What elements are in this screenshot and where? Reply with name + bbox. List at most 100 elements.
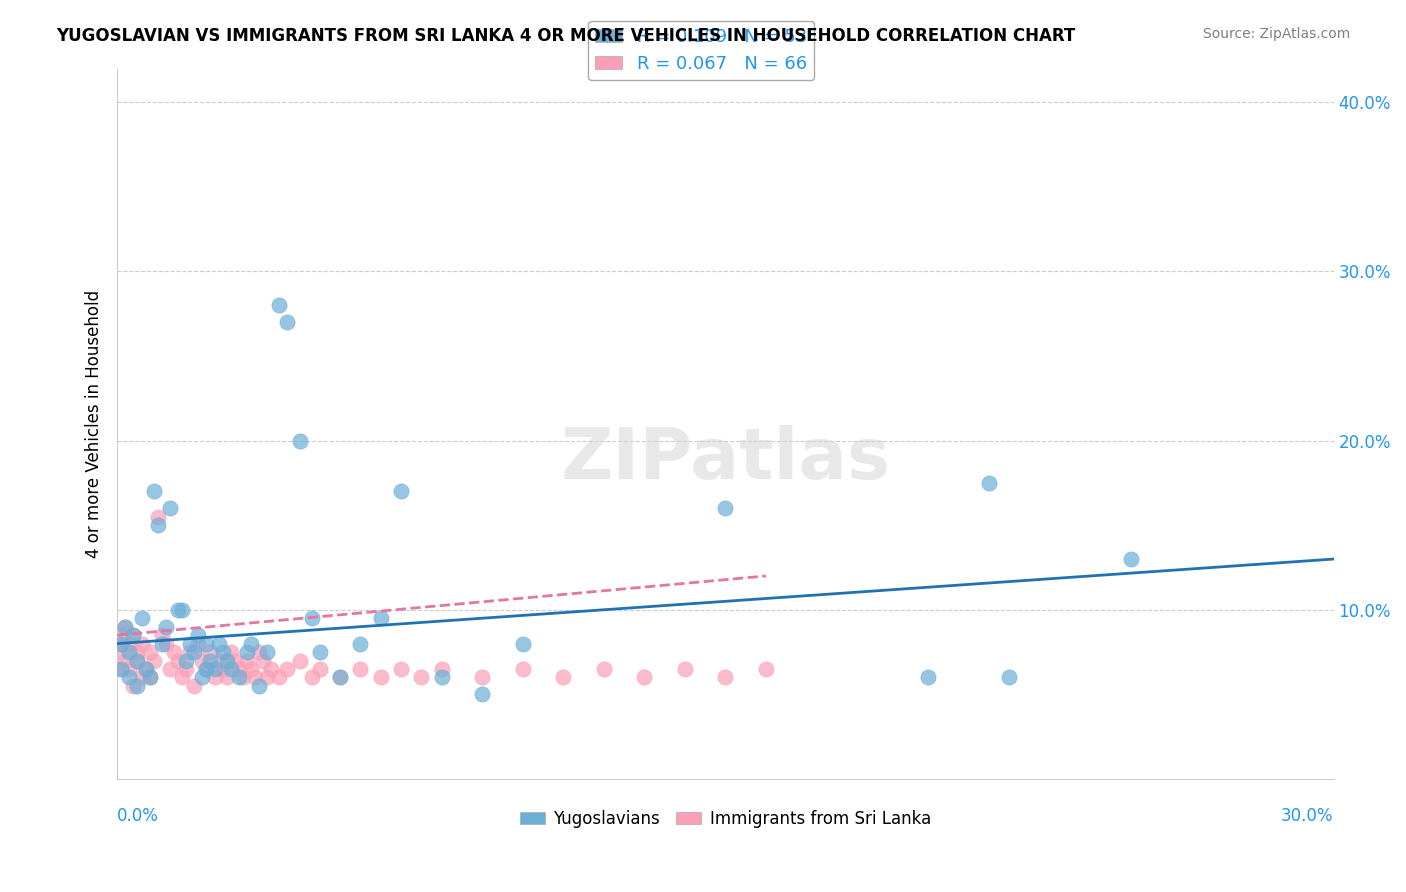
- Point: [195, 637, 218, 651]
- Point: [131, 637, 153, 651]
- Point: [430, 670, 453, 684]
- Point: [138, 645, 160, 659]
- Point: [633, 670, 655, 684]
- Text: Source: ZipAtlas.com: Source: ZipAtlas.com: [1202, 27, 1350, 41]
- Point: [370, 611, 392, 625]
- Point: [155, 620, 177, 634]
- Point: [349, 637, 371, 651]
- Point: [236, 645, 259, 659]
- Point: [170, 670, 193, 684]
- Point: [187, 637, 209, 651]
- Y-axis label: 4 or more Vehicles in Household: 4 or more Vehicles in Household: [86, 290, 103, 558]
- Text: 0.0%: 0.0%: [117, 807, 159, 825]
- Point: [110, 645, 132, 659]
- Point: [309, 662, 332, 676]
- Point: [247, 645, 270, 659]
- Point: [200, 645, 222, 659]
- Point: [215, 670, 238, 684]
- Point: [159, 662, 181, 676]
- Point: [240, 662, 263, 676]
- Point: [553, 670, 575, 684]
- Point: [200, 653, 222, 667]
- Point: [105, 662, 128, 676]
- Point: [183, 645, 205, 659]
- Point: [110, 662, 132, 676]
- Point: [142, 484, 165, 499]
- Point: [224, 653, 246, 667]
- Point: [127, 645, 149, 659]
- Point: [207, 637, 229, 651]
- Point: [155, 637, 177, 651]
- Point: [714, 670, 737, 684]
- Point: [288, 434, 311, 448]
- Point: [118, 645, 141, 659]
- Point: [471, 687, 494, 701]
- Point: [127, 653, 149, 667]
- Point: [228, 662, 250, 676]
- Point: [159, 501, 181, 516]
- Point: [122, 628, 145, 642]
- Point: [183, 679, 205, 693]
- Point: [122, 628, 145, 642]
- Point: [110, 637, 132, 651]
- Point: [118, 662, 141, 676]
- Point: [135, 662, 157, 676]
- Point: [114, 653, 136, 667]
- Point: [269, 298, 291, 312]
- Point: [146, 509, 169, 524]
- Point: [673, 662, 696, 676]
- Point: [122, 679, 145, 693]
- Point: [179, 645, 201, 659]
- Point: [138, 670, 160, 684]
- Point: [512, 662, 534, 676]
- Point: [135, 662, 157, 676]
- Point: [114, 620, 136, 634]
- Point: [110, 637, 132, 651]
- Point: [755, 662, 778, 676]
- Legend: Yugoslavians, Immigrants from Sri Lanka: Yugoslavians, Immigrants from Sri Lanka: [513, 803, 938, 835]
- Point: [170, 603, 193, 617]
- Point: [207, 653, 229, 667]
- Point: [167, 603, 190, 617]
- Point: [114, 620, 136, 634]
- Point: [142, 653, 165, 667]
- Point: [256, 670, 278, 684]
- Point: [512, 637, 534, 651]
- Point: [232, 670, 254, 684]
- Point: [211, 662, 233, 676]
- Point: [389, 662, 412, 676]
- Point: [219, 662, 242, 676]
- Point: [174, 662, 197, 676]
- Point: [236, 653, 259, 667]
- Point: [187, 628, 209, 642]
- Point: [138, 670, 160, 684]
- Point: [329, 670, 352, 684]
- Point: [243, 670, 266, 684]
- Point: [110, 628, 132, 642]
- Point: [174, 653, 197, 667]
- Point: [301, 611, 323, 625]
- Point: [163, 645, 186, 659]
- Point: [256, 645, 278, 659]
- Point: [167, 653, 190, 667]
- Point: [269, 670, 291, 684]
- Point: [1119, 552, 1142, 566]
- Point: [204, 670, 226, 684]
- Point: [592, 662, 614, 676]
- Point: [127, 653, 149, 667]
- Point: [118, 637, 141, 651]
- Point: [252, 653, 274, 667]
- Point: [276, 315, 298, 329]
- Point: [150, 637, 173, 651]
- Point: [146, 518, 169, 533]
- Point: [240, 637, 263, 651]
- Point: [714, 501, 737, 516]
- Point: [150, 628, 173, 642]
- Point: [127, 679, 149, 693]
- Text: YUGOSLAVIAN VS IMMIGRANTS FROM SRI LANKA 4 OR MORE VEHICLES IN HOUSEHOLD CORRELA: YUGOSLAVIAN VS IMMIGRANTS FROM SRI LANKA…: [56, 27, 1076, 45]
- Point: [219, 645, 242, 659]
- Point: [195, 662, 218, 676]
- Point: [309, 645, 332, 659]
- Point: [471, 670, 494, 684]
- Point: [349, 662, 371, 676]
